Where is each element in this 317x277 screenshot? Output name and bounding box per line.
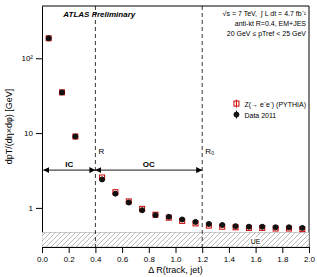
y-axis-tick-label: 10 [24,129,33,138]
x-axis-tick: 1.2 [197,247,209,264]
series [46,36,305,232]
x-axis-tick-mark [122,247,123,253]
x-axis-tick: 1.8 [277,247,289,264]
x-axis-tick: 0.8 [144,247,156,264]
x-axis-tick-label: 1.4 [224,255,236,264]
point [260,224,265,229]
ue-band [42,232,309,247]
arrow-label: IC [65,160,73,169]
info-text: anti-kt R=0.4, EM+JES [235,20,307,27]
x-axis-tick-mark [282,247,283,253]
x-axis-tick: 1.6 [251,247,263,264]
title: ATLAS Preliminary [62,10,135,19]
x-axis-tick-label: 1.8 [277,255,289,264]
y-axis-title: dpT/(dη×dφ) [GeV] [4,89,14,165]
series [46,36,305,231]
arrow [95,170,202,171]
frame-right [309,6,310,247]
x-axis: 0.0 0.2 0.4 0.6 0.8 1.0 1.2 1.4 1.6 1.8 2.0 [37,247,316,264]
y-axis-tick-label: 10² [21,54,33,63]
point [73,134,78,139]
info-text: 20 GeV ≤ pTref < 25 GeV [227,30,307,38]
x-axis-tick-mark [42,247,43,253]
point [233,224,238,229]
y-axis-line [42,7,43,248]
point [153,212,158,217]
y-axis-tick-mark [36,133,42,134]
x-axis-tick-label: 1.6 [251,255,263,264]
x-axis-tick-label: 1.2 [197,255,209,264]
point [273,225,278,230]
point [73,134,78,139]
x-axis-tick: 0.0 [37,247,49,264]
point [166,215,171,220]
x-axis-tick-mark [69,247,70,253]
reference-line [202,6,203,247]
point [46,36,51,41]
point [153,213,158,218]
y-axis-tick-mark [36,208,42,209]
point [60,90,65,95]
x-axis-tick-label: 0.4 [90,255,102,264]
band-label: UE [251,238,261,245]
point [100,177,105,182]
point [126,200,131,205]
point [286,225,291,230]
point [46,36,51,41]
x-axis-tick: 1.4 [224,247,236,264]
x-axis-tick-label: 0.0 [37,255,49,264]
reference-label: R₀ [205,147,214,156]
y-axis-tick: 10 [24,129,42,138]
marks [42,6,309,247]
point [180,217,185,222]
legend-symbol [234,101,239,106]
x-axis-tick-label: 2.0 [304,255,316,264]
x-axis-tick-label: 1.0 [170,255,182,264]
point [166,214,171,219]
x-axis-tick-label: 0.6 [117,255,129,264]
frame-top [42,6,309,7]
x-axis-tick: 0.2 [64,247,76,264]
x-axis-tick-mark [229,247,230,253]
y-axis-tick: 1 [29,204,42,213]
point [220,223,225,228]
x-axis-tick: 0.6 [117,247,129,264]
legend-symbol [234,112,239,117]
x-axis-tick-label: 0.8 [144,255,156,264]
x-axis-tick-mark [202,247,203,253]
x-axis-tick-mark [95,247,96,253]
legend-entry: Data 2011 [244,112,276,119]
arrow [43,170,95,171]
point [206,221,211,226]
reference-line [95,6,96,247]
reference-label: R [98,147,104,156]
y-axis-tick: 10² [21,54,42,63]
x-axis-tick-label: 0.2 [64,255,76,264]
x-axis-tick-mark [149,247,150,253]
legend-entry: Z(→ e⁻e⁻) (PYTHIA) [244,101,306,109]
legend: Z(→ e⁻e⁻) (PYTHIA) Data 2011 [234,100,306,119]
point [193,219,198,224]
chart-svg: 0.0 0.2 0.4 0.6 0.8 1.0 1.2 1.4 1.6 1.8 2.0 1 10 10² I… [0,0,317,277]
info-text: √s = 7 TeV, ∫ L dt = 4.7 fb⁻¹ [223,10,307,18]
point [113,191,118,196]
x-axis-tick: 1.0 [170,247,182,264]
y-axis-tick-label: 1 [29,204,34,213]
y-axis: 1 10 10² [21,7,42,248]
point [246,224,251,229]
point [60,90,65,95]
arrow-label: OC [143,160,155,169]
x-axis-title: Δ R(track, jet) [148,265,203,275]
y-axis-tick-mark [36,58,42,59]
x-axis-tick-mark [256,247,257,253]
annotations: IC OC R R₀ UE [43,147,260,245]
point [140,208,145,213]
x-axis-tick: 2.0 [304,247,316,264]
x-axis-tick-mark [176,247,177,253]
x-axis-tick-mark [309,247,310,253]
x-axis-tick: 0.4 [90,247,102,264]
point [300,225,305,230]
plot: 0.0 0.2 0.4 0.6 0.8 1.0 1.2 1.4 1.6 1.8 2.0 1 10 10² I… [4,6,316,275]
